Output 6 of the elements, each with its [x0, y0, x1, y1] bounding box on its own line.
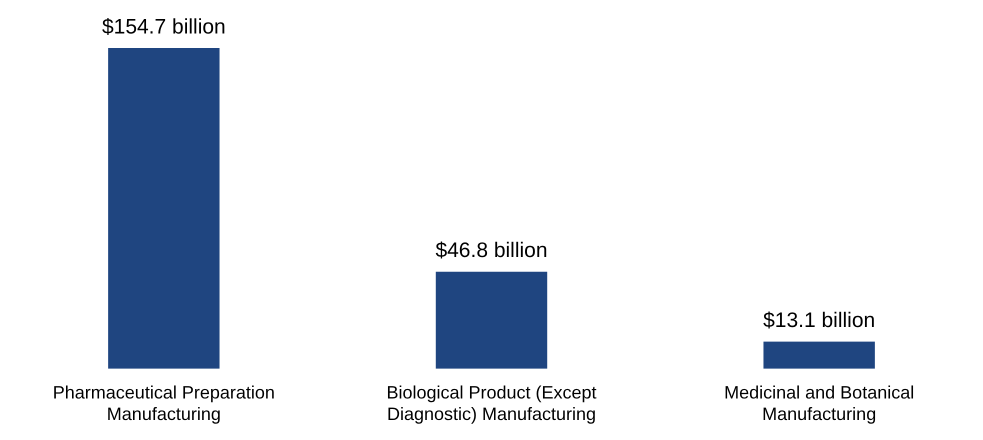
data-label: $46.8 billion [435, 239, 548, 262]
data-label: $154.7 billion [102, 15, 226, 38]
x-tick-label: Biological Product (Except Diagnostic) Manufacturing [386, 382, 597, 424]
data-label: $13.1 billion [763, 308, 876, 332]
x-tick-label: Pharmaceutical Preparation Manufacturing [52, 382, 275, 424]
x-tick-label: Medicinal and Botanical Manufacturing [724, 382, 914, 424]
